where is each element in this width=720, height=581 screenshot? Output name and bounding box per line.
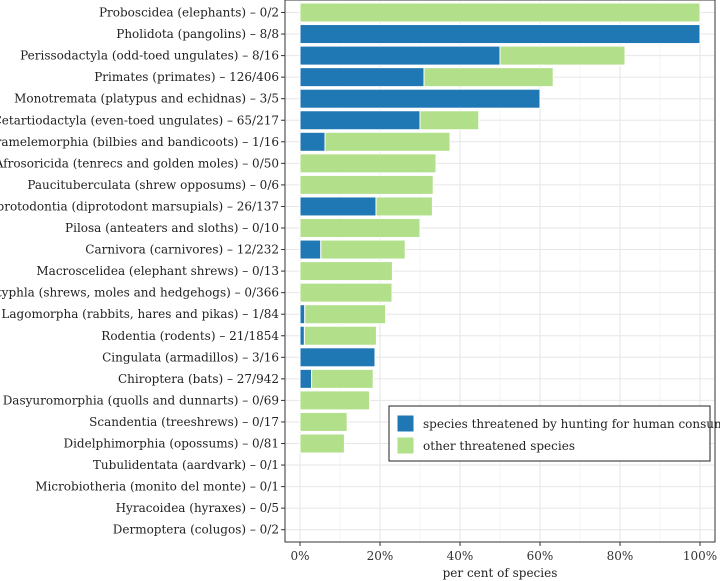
category-label: Diprotodontia (diprotodont marsupials) –… [0, 199, 279, 213]
bar-hunting [299, 239, 322, 260]
bar-other [299, 218, 421, 238]
category-label: Perissodactyla (odd-toed ungulates) – 8/… [20, 49, 279, 63]
bar-other [299, 433, 345, 454]
category-label: Proboscidea (elephants) – 0/2 [99, 6, 279, 20]
bar-other [311, 368, 374, 389]
x-axis-title: per cent of species [443, 566, 558, 580]
category-label: Peramelemorphia (bilbies and bandicoots)… [0, 135, 279, 149]
bar-other [423, 67, 554, 88]
bar-other [303, 325, 377, 346]
category-label: Pholidota (pangolins) – 8/8 [116, 27, 279, 41]
bar-hunting [299, 45, 501, 66]
category-label: Rodentia (rodents) – 21/1854 [101, 329, 279, 343]
bar-other [324, 131, 451, 152]
category-label: Afrosoricida (tenrecs and golden moles) … [0, 156, 279, 170]
category-label: Macroscelidea (elephant shrews) – 0/13 [36, 264, 279, 278]
category-label: Microbiotheria (monito del monte) – 0/1 [35, 480, 279, 494]
bar-other [299, 153, 437, 174]
category-label: Paucituberculata (shrew opposums) – 0/6 [27, 178, 279, 192]
bar-other [419, 110, 480, 131]
x-tick-label: 0% [290, 549, 309, 563]
legend-box [388, 405, 711, 462]
bar-other [499, 45, 626, 66]
category-label: Eulipotyphla (shrews, moles and hedgehog… [0, 286, 279, 300]
category-labels: Proboscidea (elephants) – 0/2 Pholidota (… [0, 6, 285, 537]
x-ticks: 0% 20% 40% 60% 80% 100% [290, 542, 717, 563]
bar-other [299, 411, 348, 432]
bar-other [299, 282, 393, 303]
bar-other [299, 174, 434, 195]
x-tick-label: 60% [527, 549, 554, 563]
category-label: Didelphimorphia (opossums) – 0/81 [63, 437, 279, 451]
bar-hunting [299, 110, 421, 131]
bar-other [375, 196, 433, 217]
category-label: Dasyuromorphia (quolls and dunnarts) – 0… [3, 393, 279, 407]
category-label: Lagomorpha (rabbits, hares and pikas) – … [1, 307, 279, 321]
bar-other [299, 261, 393, 282]
bar-other [299, 2, 701, 23]
bar-other [304, 304, 387, 325]
bar-hunting [299, 131, 326, 152]
legend-label-other: other threatened species [423, 439, 575, 453]
bar-hunting [299, 67, 425, 88]
category-label: Scandentia (treeshrews) – 0/17 [89, 415, 279, 429]
x-tick-label: 100% [683, 549, 717, 563]
x-tick-label: 20% [367, 549, 394, 563]
category-label: Chiroptera (bats) – 27/942 [118, 372, 279, 386]
legend-swatch-other [396, 436, 415, 455]
bar-hunting [299, 304, 306, 325]
category-label: Cingulata (armadillos) – 3/16 [102, 350, 279, 364]
bar-hunting [299, 196, 377, 217]
category-label: Hyracoidea (hyraxes) – 0/5 [116, 501, 279, 515]
category-label: Tubulidentata (aardvark) – 0/1 [93, 458, 279, 472]
bar-hunting [299, 325, 305, 346]
bar-hunting [299, 347, 376, 368]
category-label: Carnivora (carnivores) – 12/232 [85, 243, 279, 257]
legend-swatch-hunting [396, 414, 415, 433]
bars [299, 2, 701, 454]
bar-hunting [299, 88, 541, 109]
legend-label-hunting: species threatened by hunting for human … [423, 417, 720, 431]
bar-other [299, 390, 371, 411]
bar-hunting [299, 24, 701, 45]
x-tick-label: 80% [607, 549, 634, 563]
category-label: Pilosa (anteaters and sloths) – 0/10 [65, 221, 279, 235]
category-label: Primates (primates) – 126/406 [94, 70, 279, 84]
bar-hunting [299, 368, 313, 389]
category-label: Monotremata (platypus and echidnas) – 3/… [14, 92, 279, 106]
category-label: Cetartiodactyla (even-toed ungulates) – … [0, 113, 279, 127]
legend: species threatened by hunting for human … [388, 405, 720, 462]
category-label: Dermoptera (colugos) – 0/2 [113, 523, 279, 537]
x-tick-label: 40% [447, 549, 474, 563]
bar-other [320, 239, 406, 260]
